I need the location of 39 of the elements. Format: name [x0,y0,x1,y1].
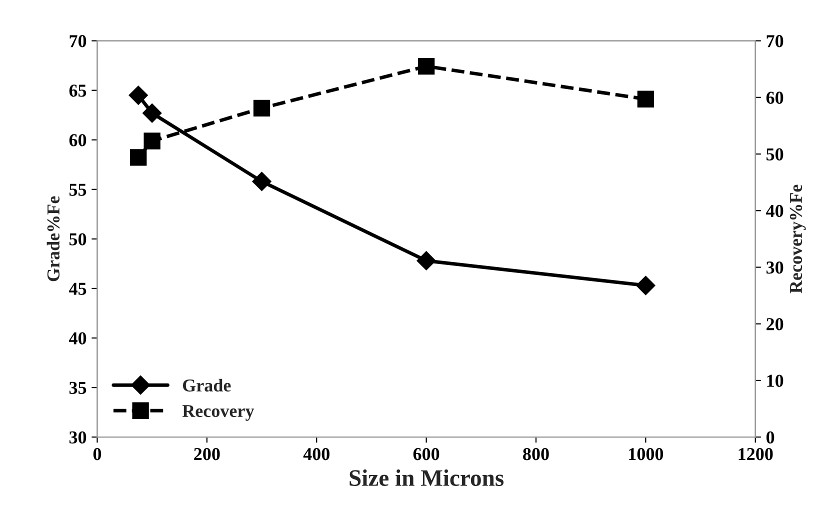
y-axis-title: Grade%Fe [46,196,60,282]
y2-tick-label: 50 [766,148,784,160]
y-tick-label: 40 [69,332,86,344]
point [416,251,436,270]
y-tick-label: 55 [69,184,86,196]
y-tick-label: 50 [69,233,86,246]
x-tick-label: 1200 [738,448,773,460]
point [252,172,272,192]
y2-tick-label: 10 [767,374,784,387]
x-axis-title: Size in Microns [350,469,504,486]
y2-tick-label: 60 [766,92,784,104]
x-tick-label: 600 [413,448,440,460]
x-tick-label: 800 [523,448,549,460]
point [128,86,148,105]
y2-axis-title: Recovery%Fe [790,184,806,294]
y2-tick-label: 30 [766,261,784,274]
legend-label: Grade [182,378,231,392]
y2-tick-label: 70 [766,35,784,48]
y-tick-label: 30 [69,431,86,444]
x-tick-label: 1000 [629,448,664,460]
y-tick-label: 65 [69,84,86,97]
point [253,100,270,116]
legend-label: Recovery [182,405,254,421]
point [636,276,656,296]
y2-tick-label: 20 [766,318,784,330]
x-tick-label: 400 [303,448,330,460]
x-tick-label: 200 [194,448,220,460]
point [142,104,162,123]
point [637,90,654,108]
y-tick-label: 60 [69,134,86,146]
point [130,149,147,166]
point [418,58,435,75]
point [144,132,160,150]
y2-tick-label: 0 [766,431,774,444]
y-tick-label: 35 [69,382,86,394]
x-tick-label: 0 [93,448,102,460]
y2-tick-label: 40 [766,204,784,218]
y-tick-label: 45 [69,282,86,295]
y-tick-label: 70 [70,35,86,48]
